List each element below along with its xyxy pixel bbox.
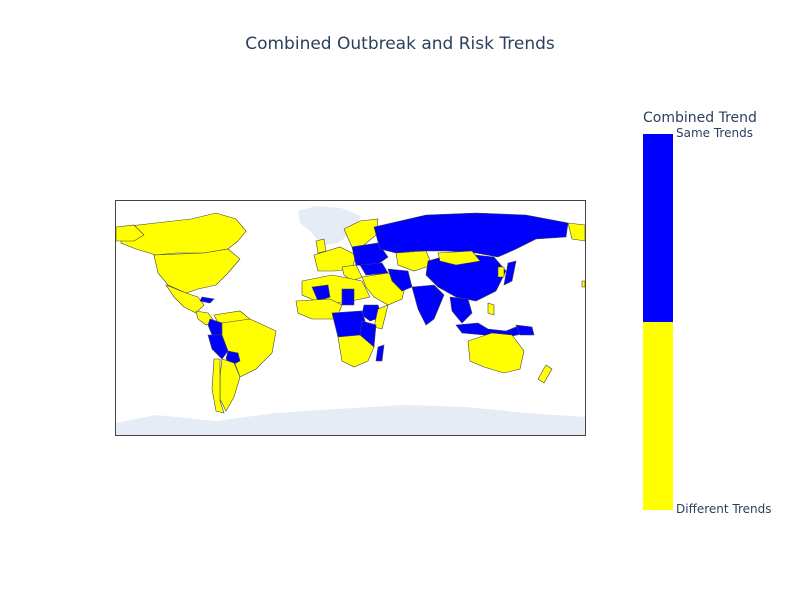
region-australia[interactable] (467, 332, 525, 374)
region-mongolia[interactable] (437, 250, 481, 266)
region-chile[interactable] (211, 358, 225, 414)
region-southern-africa[interactable] (337, 334, 375, 368)
region-korea[interactable] (497, 266, 505, 278)
region-peru[interactable] (207, 334, 229, 360)
region-greenland (298, 206, 361, 246)
region-north-africa[interactable] (301, 274, 371, 304)
region-alaska[interactable] (116, 224, 145, 242)
colorbar-segment-different (643, 322, 673, 510)
region-philippines[interactable] (487, 302, 495, 316)
region-antarctica (116, 405, 585, 435)
colorbar-title: Combined Trend (643, 110, 757, 126)
region-russia[interactable] (373, 212, 569, 258)
region-mali-niger[interactable] (311, 284, 331, 302)
region-southeast-asia[interactable] (449, 296, 473, 324)
world-map-canvas (116, 206, 585, 435)
region-pacific-island[interactable] (581, 280, 585, 288)
colorbar-segment-same (643, 134, 673, 322)
region-uk[interactable] (315, 238, 327, 254)
region-central-asia[interactable] (395, 250, 433, 272)
region-cuba[interactable] (199, 296, 215, 304)
region-chukotka[interactable] (567, 222, 585, 242)
region-india[interactable] (411, 284, 445, 326)
colorbar-label-same: Same Trends (676, 126, 753, 140)
region-chad-sudan[interactable] (341, 288, 355, 306)
region-somalia[interactable] (373, 304, 389, 330)
region-eastern-europe[interactable] (351, 242, 389, 268)
region-iran[interactable] (387, 268, 413, 292)
region-mexico[interactable] (165, 284, 205, 314)
region-canada[interactable] (120, 212, 247, 256)
region-usa[interactable] (153, 248, 241, 294)
map-title: Combined Outbreak and Risk Trends (245, 34, 555, 54)
region-japan[interactable] (503, 260, 517, 286)
region-turkey[interactable] (359, 262, 389, 276)
region-papua[interactable] (515, 324, 535, 336)
world-map[interactable] (115, 200, 586, 436)
region-balkans[interactable] (341, 264, 363, 282)
colorbar-label-different: Different Trends (676, 502, 772, 516)
region-new-zealand[interactable] (537, 364, 553, 384)
region-madagascar[interactable] (375, 344, 385, 362)
